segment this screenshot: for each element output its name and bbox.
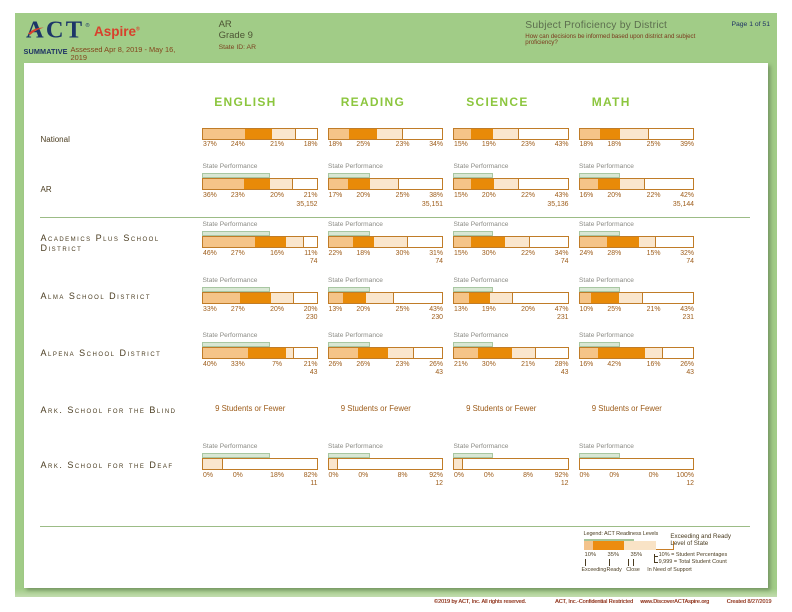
svg-text:®: ® [86, 22, 90, 29]
